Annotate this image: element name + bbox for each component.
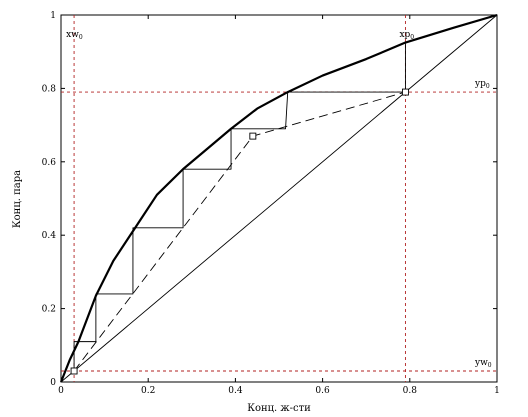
tick-layer: 0 0.2 0.4 0.6 0.8 1 0 0.2 0.4 0.6 0.8 1 bbox=[42, 11, 500, 396]
y-tick-label: 1 bbox=[50, 11, 56, 21]
equilibrium-line bbox=[59, 13, 498, 383]
marker-layer bbox=[70, 88, 409, 375]
y-tick-label: 0 bbox=[50, 378, 56, 388]
y-tick-label: 0.4 bbox=[42, 231, 57, 241]
reference-label-yw: yw0 bbox=[474, 358, 492, 369]
y-tick-label: 0.8 bbox=[42, 84, 57, 94]
reference-label-yp: yp0 bbox=[474, 79, 490, 90]
y-tick-label: 0.2 bbox=[42, 305, 56, 315]
x-tick-label: 0.6 bbox=[315, 386, 330, 396]
x-tick-label: 0.8 bbox=[403, 386, 418, 396]
plot-frame bbox=[60, 14, 498, 383]
y-axis-title: Конц. пара bbox=[12, 170, 23, 228]
series-layer bbox=[59, 13, 498, 383]
annotation-layer: xw0 xp0 yp0 yw0 bbox=[66, 30, 492, 369]
data-point-marker bbox=[70, 367, 78, 375]
y-tick-label: 0.6 bbox=[42, 158, 57, 168]
data-point-marker bbox=[249, 132, 257, 140]
reference-label-xp: xp0 bbox=[399, 30, 414, 41]
diagonal-line bbox=[60, 14, 498, 383]
x-axis-title: Конц. ж-сти bbox=[247, 403, 311, 414]
x-tick-label: 0.2 bbox=[141, 386, 155, 396]
x-tick-label: 0 bbox=[58, 386, 64, 396]
x-tick-label: 1 bbox=[494, 386, 500, 396]
reference-label-xw: xw0 bbox=[66, 30, 83, 41]
plot-border bbox=[60, 14, 498, 383]
data-point-marker bbox=[401, 88, 409, 96]
steps-line bbox=[73, 42, 406, 371]
x-tick-label: 0.4 bbox=[228, 386, 243, 396]
